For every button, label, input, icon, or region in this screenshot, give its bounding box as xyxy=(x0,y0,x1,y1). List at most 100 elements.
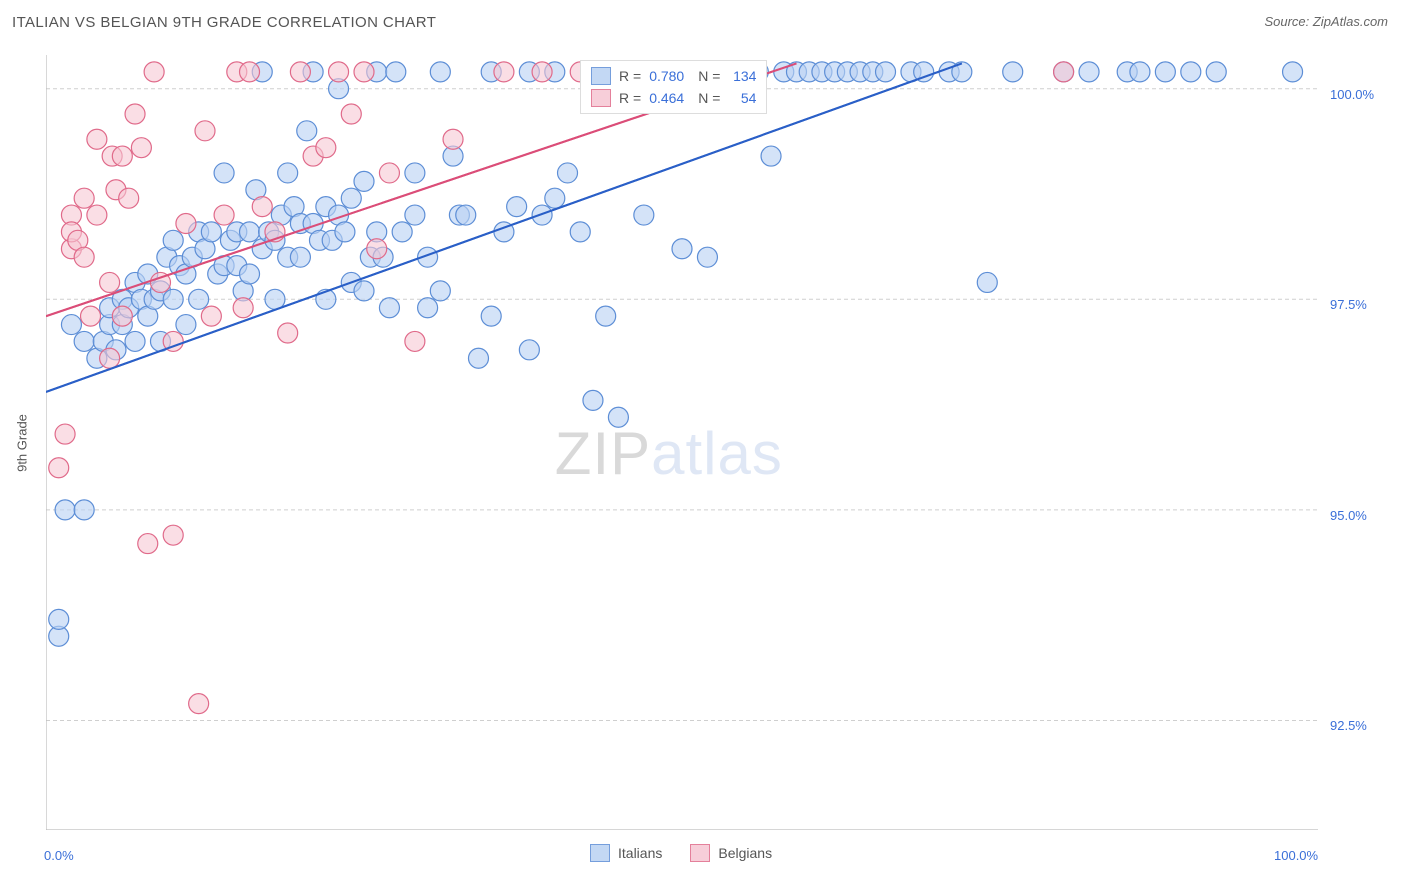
swatch-belgians xyxy=(591,89,611,107)
point-belgians xyxy=(125,104,145,124)
point-italians xyxy=(1155,62,1175,82)
point-italians xyxy=(430,281,450,301)
point-belgians xyxy=(189,694,209,714)
point-italians xyxy=(74,331,94,351)
point-italians xyxy=(570,222,590,242)
point-italians xyxy=(392,222,412,242)
point-italians xyxy=(74,500,94,520)
point-italians xyxy=(876,62,896,82)
swatch-belgians-icon xyxy=(690,844,710,862)
point-belgians xyxy=(290,62,310,82)
point-belgians xyxy=(195,121,215,141)
point-italians xyxy=(1130,62,1150,82)
point-italians xyxy=(386,62,406,82)
point-italians xyxy=(634,205,654,225)
point-belgians xyxy=(87,129,107,149)
point-belgians xyxy=(112,146,132,166)
point-belgians xyxy=(138,534,158,554)
corr-row-italians: R = 0.780 N = 134 xyxy=(591,65,756,87)
point-italians xyxy=(240,222,260,242)
point-italians xyxy=(1079,62,1099,82)
point-belgians xyxy=(233,298,253,318)
point-italians xyxy=(1206,62,1226,82)
point-italians xyxy=(379,298,399,318)
point-italians xyxy=(545,188,565,208)
corr-row-belgians: R = 0.464 N = 54 xyxy=(591,87,756,109)
y-tick-label: 97.5% xyxy=(1330,297,1367,312)
point-belgians xyxy=(87,205,107,225)
y-axis-label: 9th Grade xyxy=(15,414,30,472)
point-belgians xyxy=(55,424,75,444)
point-italians xyxy=(519,340,539,360)
point-italians xyxy=(201,222,221,242)
correlation-legend: R = 0.780 N = 134 R = 0.464 N = 54 xyxy=(580,60,767,114)
corr-n-value-italians: 134 xyxy=(728,65,756,87)
point-italians xyxy=(125,331,145,351)
legend-label-italians: Italians xyxy=(618,845,662,861)
point-belgians xyxy=(74,188,94,208)
point-italians xyxy=(405,163,425,183)
corr-n-label: N = xyxy=(698,65,720,87)
point-belgians xyxy=(131,138,151,158)
point-italians xyxy=(977,272,997,292)
legend-label-belgians: Belgians xyxy=(718,845,772,861)
point-belgians xyxy=(119,188,139,208)
legend-item-belgians[interactable]: Belgians xyxy=(690,844,772,862)
point-belgians xyxy=(443,129,463,149)
y-tick-label: 95.0% xyxy=(1330,508,1367,523)
point-belgians xyxy=(81,306,101,326)
point-italians xyxy=(418,298,438,318)
point-italians xyxy=(1181,62,1201,82)
point-belgians xyxy=(201,306,221,326)
point-italians xyxy=(596,306,616,326)
corr-r-value-italians: 0.780 xyxy=(649,65,684,87)
corr-r-label: R = xyxy=(619,87,641,109)
point-belgians xyxy=(367,239,387,259)
point-belgians xyxy=(532,62,552,82)
point-belgians xyxy=(252,197,272,217)
point-belgians xyxy=(112,306,132,326)
legend-item-italians[interactable]: Italians xyxy=(590,844,662,862)
point-belgians xyxy=(329,62,349,82)
title-bar: ITALIAN VS BELGIAN 9TH GRADE CORRELATION… xyxy=(0,14,1406,40)
point-italians xyxy=(430,62,450,82)
point-italians xyxy=(176,315,196,335)
point-italians xyxy=(278,163,298,183)
point-italians xyxy=(214,163,234,183)
x-tick-label: 0.0% xyxy=(44,848,74,863)
y-tick-label: 92.5% xyxy=(1330,718,1367,733)
point-italians xyxy=(354,171,374,191)
point-italians xyxy=(49,609,69,629)
point-belgians xyxy=(341,104,361,124)
corr-n-value-belgians: 54 xyxy=(728,87,756,109)
point-italians xyxy=(481,306,501,326)
point-italians xyxy=(405,205,425,225)
corr-n-label: N = xyxy=(698,87,720,109)
point-italians xyxy=(1003,62,1023,82)
point-belgians xyxy=(379,163,399,183)
point-belgians xyxy=(176,213,196,233)
point-belgians xyxy=(74,247,94,267)
point-belgians xyxy=(354,62,374,82)
point-belgians xyxy=(49,458,69,478)
point-belgians xyxy=(100,348,120,368)
point-italians xyxy=(341,188,361,208)
y-tick-label: 100.0% xyxy=(1330,87,1374,102)
point-italians xyxy=(507,197,527,217)
point-italians xyxy=(761,146,781,166)
point-belgians xyxy=(1054,62,1074,82)
corr-r-value-belgians: 0.464 xyxy=(649,87,684,109)
chart-title: ITALIAN VS BELGIAN 9TH GRADE CORRELATION… xyxy=(0,14,1406,31)
point-italians xyxy=(697,247,717,267)
point-italians xyxy=(1283,62,1303,82)
point-belgians xyxy=(144,62,164,82)
point-italians xyxy=(608,407,628,427)
point-belgians xyxy=(278,323,298,343)
point-belgians xyxy=(405,331,425,351)
chart-container: ITALIAN VS BELGIAN 9TH GRADE CORRELATION… xyxy=(0,0,1406,892)
point-italians xyxy=(583,390,603,410)
point-italians xyxy=(290,247,310,267)
point-belgians xyxy=(163,525,183,545)
swatch-italians-icon xyxy=(590,844,610,862)
x-tick-label: 100.0% xyxy=(1274,848,1318,863)
